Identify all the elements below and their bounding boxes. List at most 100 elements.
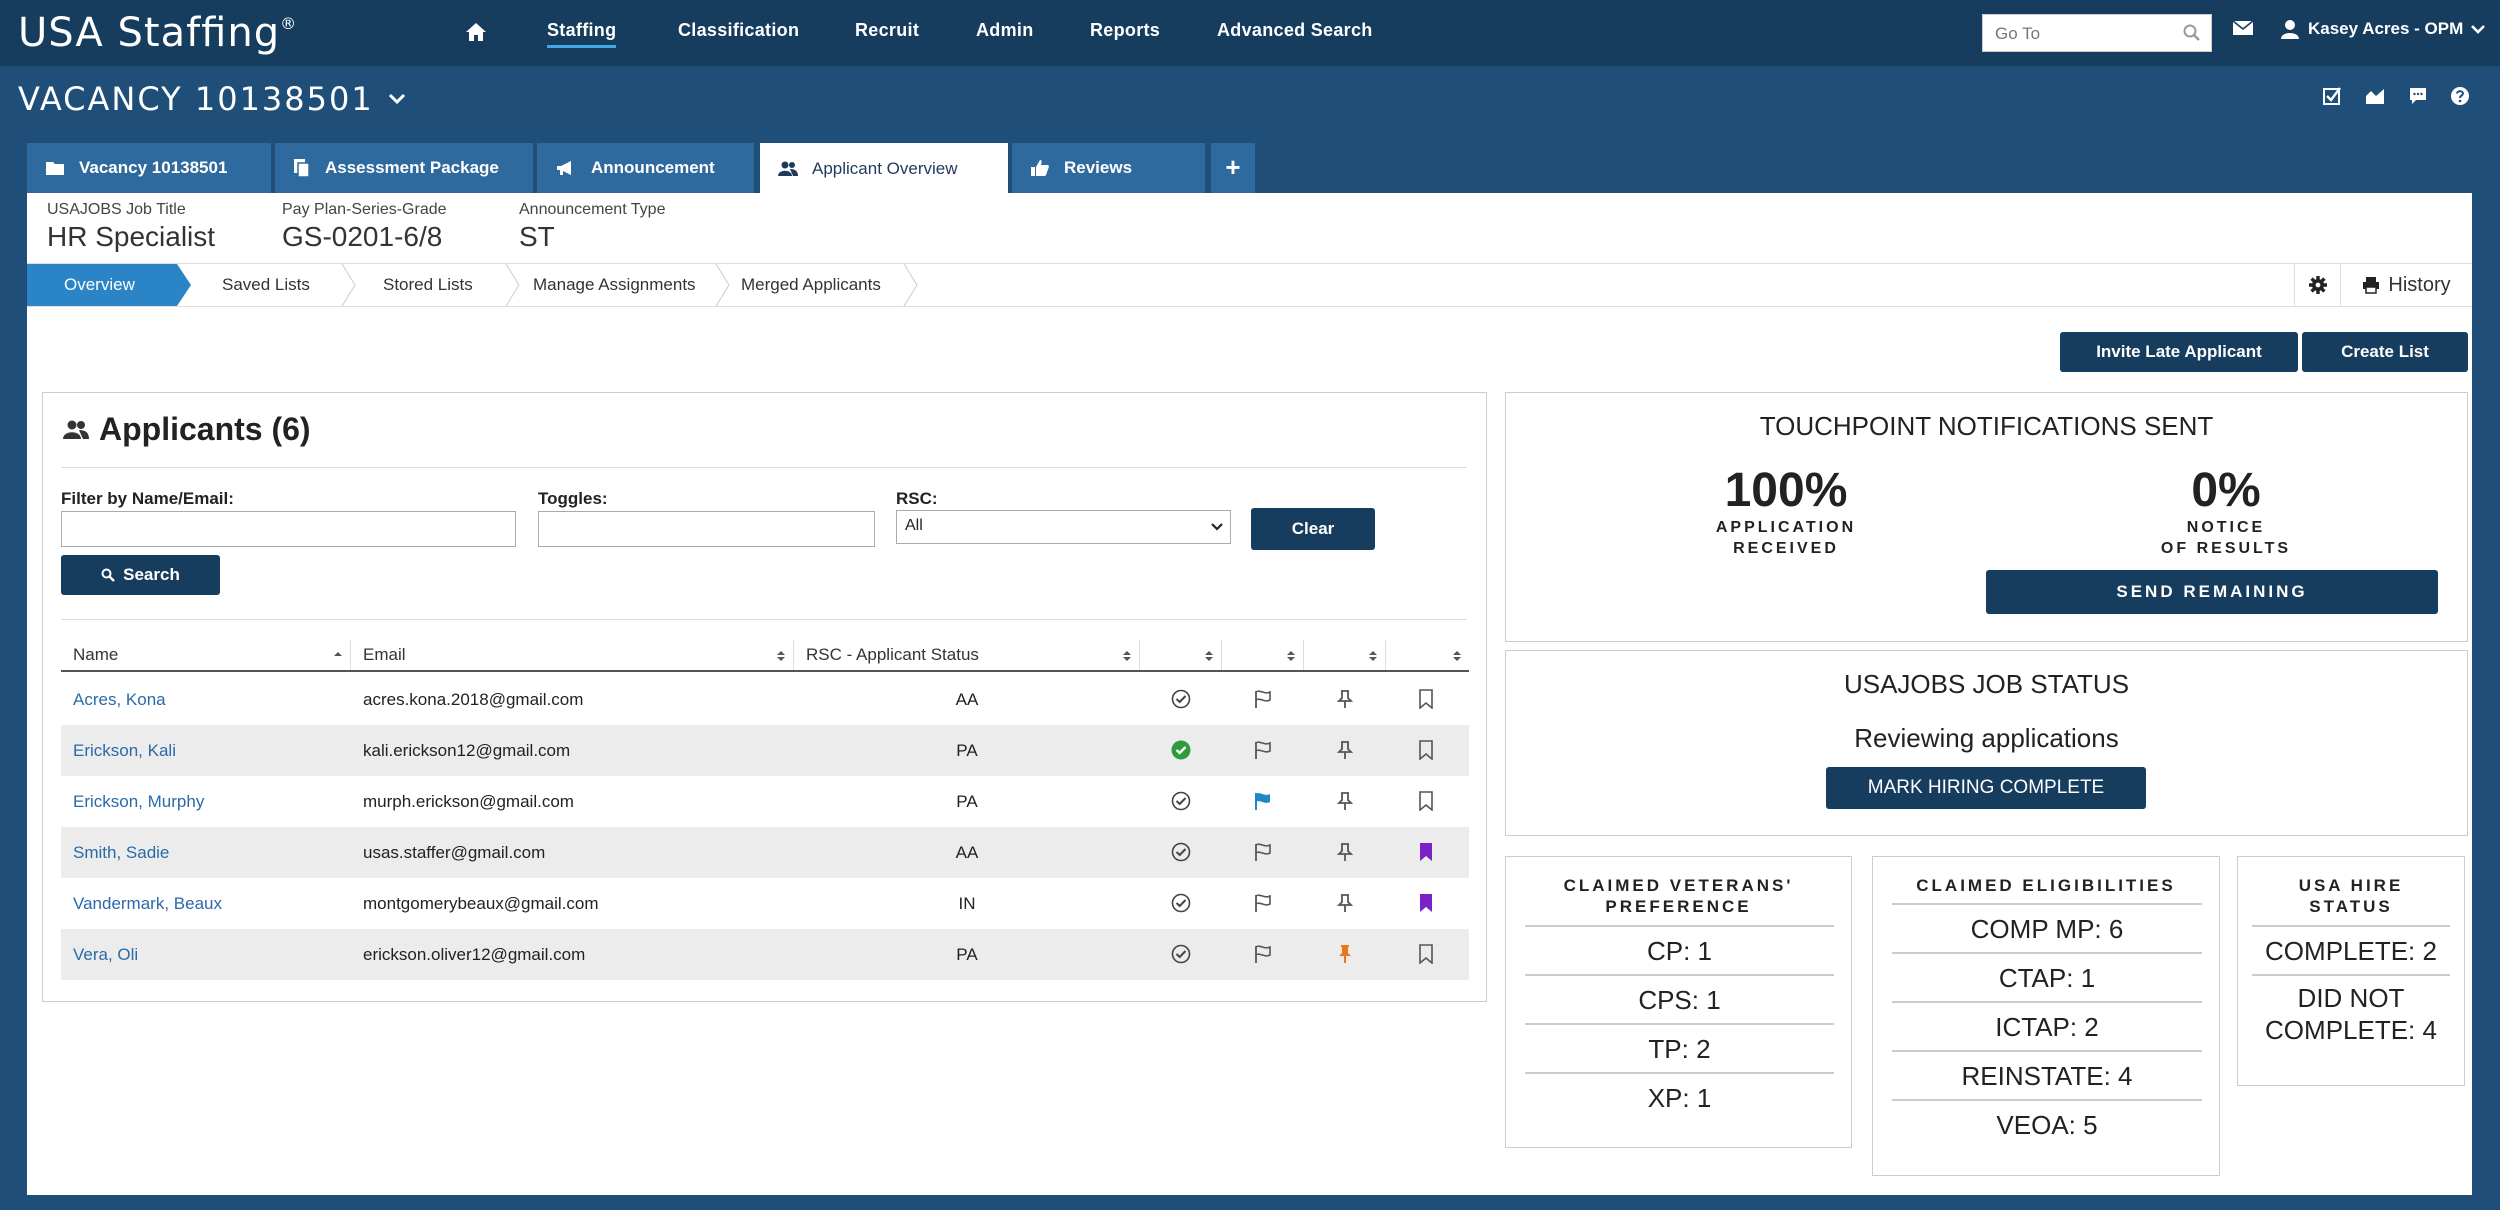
nav-staffing[interactable]: Staffing [547, 20, 617, 48]
subnav-stored-lists[interactable]: Stored Lists [383, 275, 473, 294]
applicant-name-link[interactable]: Vera, Oli [73, 945, 139, 964]
col-flag[interactable] [1222, 640, 1304, 670]
applicant-name-link[interactable]: Acres, Kona [73, 690, 166, 709]
applicant-name-link[interactable]: Vandermark, Beaux [73, 894, 222, 913]
applicants-title-text: Applicants (6) [99, 411, 311, 447]
table-row[interactable]: Vandermark, Beaux montgomerybeaux@gmail.… [61, 878, 1469, 929]
bookmark-outline-icon[interactable] [1417, 689, 1435, 709]
table-row[interactable]: Vera, Oli erickson.oliver12@gmail.com PA [61, 929, 1469, 980]
check-outline-icon[interactable] [1171, 842, 1191, 862]
check-outline-icon[interactable] [1171, 689, 1191, 709]
chart-icon[interactable] [2364, 86, 2386, 106]
toggles-input[interactable] [538, 511, 875, 547]
notice-of-results-pct: 0% [2191, 464, 2261, 517]
usa-hire-card: USA HIRE STATUS COMPLETE: 2 DID NOT COMP… [2237, 856, 2465, 1086]
search-icon [101, 568, 115, 582]
pin-icon[interactable] [1335, 893, 1355, 913]
applicant-email: usas.staffer@gmail.com [363, 843, 546, 862]
flag-outline-icon[interactable] [1253, 689, 1273, 709]
thumbs-up-icon [1030, 159, 1050, 177]
col-name[interactable]: Name [61, 640, 351, 670]
flag-outline-icon[interactable] [1253, 893, 1273, 913]
pin-icon[interactable] [1335, 689, 1355, 709]
users-icon [63, 420, 89, 440]
nav-admin[interactable]: Admin [976, 20, 1034, 40]
check-outline-icon[interactable] [1171, 893, 1191, 913]
tab-reviews[interactable]: Reviews [1012, 143, 1205, 193]
check-outline-icon[interactable] [1171, 944, 1191, 964]
settings-button[interactable] [2294, 264, 2340, 306]
table-row[interactable]: Acres, Kona acres.kona.2018@gmail.com AA [61, 674, 1469, 725]
table-row[interactable]: Erickson, Kali kali.erickson12@gmail.com… [61, 725, 1469, 776]
sort-icon [1287, 650, 1295, 662]
tab-label: Assessment Package [325, 158, 499, 177]
filter-name-email-input[interactable] [61, 511, 516, 547]
send-remaining-button[interactable]: SEND REMAINING [1986, 570, 2438, 614]
flag-outline-icon[interactable] [1253, 842, 1273, 862]
goto-input[interactable]: Go To [1982, 14, 2212, 52]
pin-icon[interactable] [1335, 842, 1355, 862]
bookmark-outline-icon[interactable] [1417, 944, 1435, 964]
applicant-name-link[interactable]: Erickson, Murphy [73, 792, 205, 811]
applicant-status: PA [956, 741, 978, 760]
veterans-title: PREFERENCE [1605, 897, 1752, 916]
table-row[interactable]: Smith, Sadie usas.staffer@gmail.com AA [61, 827, 1469, 878]
tab-assessment-package[interactable]: Assessment Package [275, 143, 533, 193]
subnav-merged-applicants[interactable]: Merged Applicants [741, 275, 881, 294]
mail-icon[interactable] [2232, 20, 2254, 36]
col-email-label: Email [363, 645, 406, 664]
nav-reports[interactable]: Reports [1090, 20, 1161, 40]
nav-advanced-search[interactable]: Advanced Search [1217, 20, 1373, 40]
col-pin[interactable] [1304, 640, 1386, 670]
check-green-icon[interactable] [1171, 740, 1191, 760]
home-icon[interactable] [465, 22, 487, 42]
rsc-select[interactable]: All [896, 510, 1231, 544]
applicant-name-link[interactable]: Smith, Sadie [73, 843, 170, 862]
bookmark-purple-icon[interactable] [1417, 893, 1435, 913]
clear-button[interactable]: Clear [1251, 508, 1375, 550]
subnav-saved-lists[interactable]: Saved Lists [222, 275, 310, 294]
help-icon[interactable] [2450, 86, 2470, 106]
subnav-manage-assignments[interactable]: Manage Assignments [533, 275, 696, 294]
tab-announcement[interactable]: Announcement [537, 143, 754, 193]
eligibility-item: ICTAP: 2 [1892, 1001, 2202, 1051]
veterans-item: CP: 1 [1525, 925, 1834, 975]
flag-blue-icon[interactable] [1253, 791, 1273, 811]
user-menu[interactable]: Kasey Acres - OPM [2280, 19, 2486, 39]
comment-icon[interactable] [2408, 86, 2428, 106]
applicant-name-link[interactable]: Erickson, Kali [73, 741, 176, 760]
checklist-icon[interactable] [2322, 86, 2342, 106]
veterans-item: XP: 1 [1525, 1072, 1834, 1122]
pin-icon[interactable] [1335, 791, 1355, 811]
table-row[interactable]: Erickson, Murphy murph.erickson@gmail.co… [61, 776, 1469, 827]
col-check[interactable] [1140, 640, 1222, 670]
mark-hiring-complete-button[interactable]: MARK HIRING COMPLETE [1826, 767, 2146, 809]
app-logo[interactable]: USA Stafﬁng® [18, 10, 297, 56]
bookmark-purple-icon[interactable] [1417, 842, 1435, 862]
col-bookmark[interactable] [1386, 640, 1469, 670]
flag-outline-icon[interactable] [1253, 740, 1273, 760]
tab-label: Reviews [1064, 158, 1133, 177]
create-list-button[interactable]: Create List [2302, 332, 2468, 372]
pin-icon[interactable] [1335, 740, 1355, 760]
history-button[interactable]: History [2340, 264, 2472, 306]
add-tab-button[interactable]: + [1211, 143, 1255, 193]
pin-orange-icon[interactable] [1335, 944, 1355, 964]
vacancy-title[interactable]: VACANCY 10138501 [18, 80, 406, 118]
nav-recruit[interactable]: Recruit [855, 20, 920, 40]
nav-classification[interactable]: Classification [678, 20, 800, 40]
applicant-status: IN [958, 894, 976, 913]
tab-applicant-overview[interactable]: Applicant Overview [760, 143, 1008, 194]
invite-late-applicant-button[interactable]: Invite Late Applicant [2060, 332, 2298, 372]
bookmark-outline-icon[interactable] [1417, 791, 1435, 811]
tab-vacancy[interactable]: Vacancy 10138501 [27, 143, 271, 193]
check-outline-icon[interactable] [1171, 791, 1191, 811]
col-email[interactable]: Email [351, 640, 794, 670]
search-button[interactable]: Search [61, 555, 220, 595]
meta-job-title: USAJOBS Job Title HR Specialist [47, 201, 215, 253]
bookmark-outline-icon[interactable] [1417, 740, 1435, 760]
subnav-overview[interactable]: Overview [27, 264, 177, 306]
search-icon[interactable] [2183, 24, 2201, 42]
flag-outline-icon[interactable] [1253, 944, 1273, 964]
col-rsc-status[interactable]: RSC - Applicant Status [794, 640, 1140, 670]
